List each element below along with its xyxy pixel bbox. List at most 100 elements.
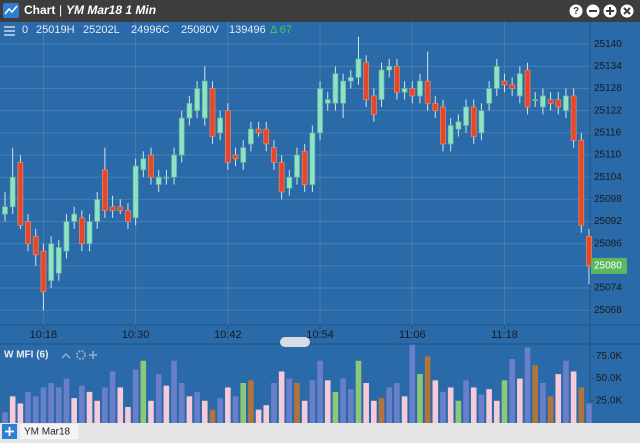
candle-body-up [317,88,323,134]
candle-body-up [132,165,139,219]
x-tick-label: 10:18 [30,329,58,341]
volume-bar [363,383,369,423]
volume-bar [517,378,523,423]
volume-bar [217,398,223,423]
volume-bar [478,394,485,423]
volume-bar [532,365,539,423]
volume-bar [163,385,170,423]
candle-body-up [286,176,293,189]
volume-bar [417,374,423,423]
candle-body-up [63,221,70,252]
volume-bar [155,374,162,423]
candle-body-up [463,106,469,126]
volume-bar [524,347,531,423]
volume-bar [55,387,62,423]
volume-bar [409,344,416,423]
ohlc-info: 139496 [229,24,266,36]
y-tick-label: 25092 [594,216,622,227]
candle-body-down [570,95,577,141]
candle-body-up [201,80,208,119]
menu-button[interactable] [4,26,15,36]
candle-body-up [355,58,362,78]
last-price-marker [591,257,627,274]
volume-bar [486,389,492,423]
title-bar [0,0,640,22]
panel-resize-handle[interactable] [280,337,310,347]
volume-bar [86,391,93,423]
volume-bar [294,383,300,423]
volume-bar [71,398,77,423]
ohlc-info: Δ 67 [270,24,292,36]
candle-body-down [524,69,531,108]
panel-title: W MFI (6) [4,350,48,361]
candle-body-down [102,169,108,211]
volume-bar [2,412,8,423]
volume-bar [447,387,454,423]
candle-body-down [278,162,285,193]
volume-bar [17,403,24,423]
volume-bar [432,380,439,423]
app-name: Chart [24,3,55,17]
volume-bar [301,400,308,423]
panel-add-button[interactable] [89,351,97,359]
symbol-period: YM Mar18 1 Min [66,3,156,17]
candle-body-down [424,80,431,104]
y-tick-label: 25068 [594,305,622,316]
candle-body-down [224,110,231,163]
candle-body-up [171,154,177,178]
title-separator: | [59,3,62,17]
candle-body-up [163,176,170,179]
volume-bar [140,360,147,423]
candle-body-down [125,210,131,222]
help-button[interactable] [569,4,583,18]
volume-bar [109,371,116,423]
candle-body-up [71,213,78,222]
candle-body-up [55,247,62,274]
candle-body-up [94,199,101,222]
volume-bar [578,387,585,423]
candle-body-down [555,99,562,108]
volume-bar [132,369,139,423]
candle-body-down [109,206,116,211]
volume-bar [278,371,285,423]
y-tick-label: 25.0K [596,395,622,406]
volume-bar [332,391,339,423]
candle-body-down [263,128,270,145]
volume-bar [255,409,262,423]
volume-bar [32,396,39,423]
y-tick-label: 25134 [594,61,622,72]
y-tick-label: 75.0K [596,351,622,362]
candle-body-down [148,154,154,178]
volume-bar [547,396,554,423]
volume-bar [232,396,239,423]
volume-bar [25,391,31,423]
volume-bar [102,387,108,423]
panel-settings-button[interactable] [76,350,86,360]
symbol-tab[interactable] [20,424,78,439]
candle-body-down [547,99,554,104]
volume-bar [440,391,446,423]
panel-up-button[interactable] [61,352,71,359]
candle-body-up [417,80,423,97]
volume-bar [40,387,47,423]
candle-body-up [347,77,354,82]
candle-body-up [532,99,539,101]
volume-bar [271,383,277,423]
candle-body-down [509,84,516,89]
candle-body-up [186,102,193,119]
candle-body-up [309,132,316,185]
y-tick-label: 25128 [594,83,622,94]
volume-bar [286,378,293,423]
y-tick-label: 25098 [594,194,622,205]
candle-body-down [586,235,592,267]
y-tick-label: 25122 [594,105,622,116]
volume-bar [194,391,200,423]
candle-body-up [332,73,339,104]
volume-bar [540,383,546,423]
volume-bar [225,387,231,423]
volume-bar [117,387,124,423]
candle-body-up [248,128,254,145]
candle-body-up [9,176,16,208]
